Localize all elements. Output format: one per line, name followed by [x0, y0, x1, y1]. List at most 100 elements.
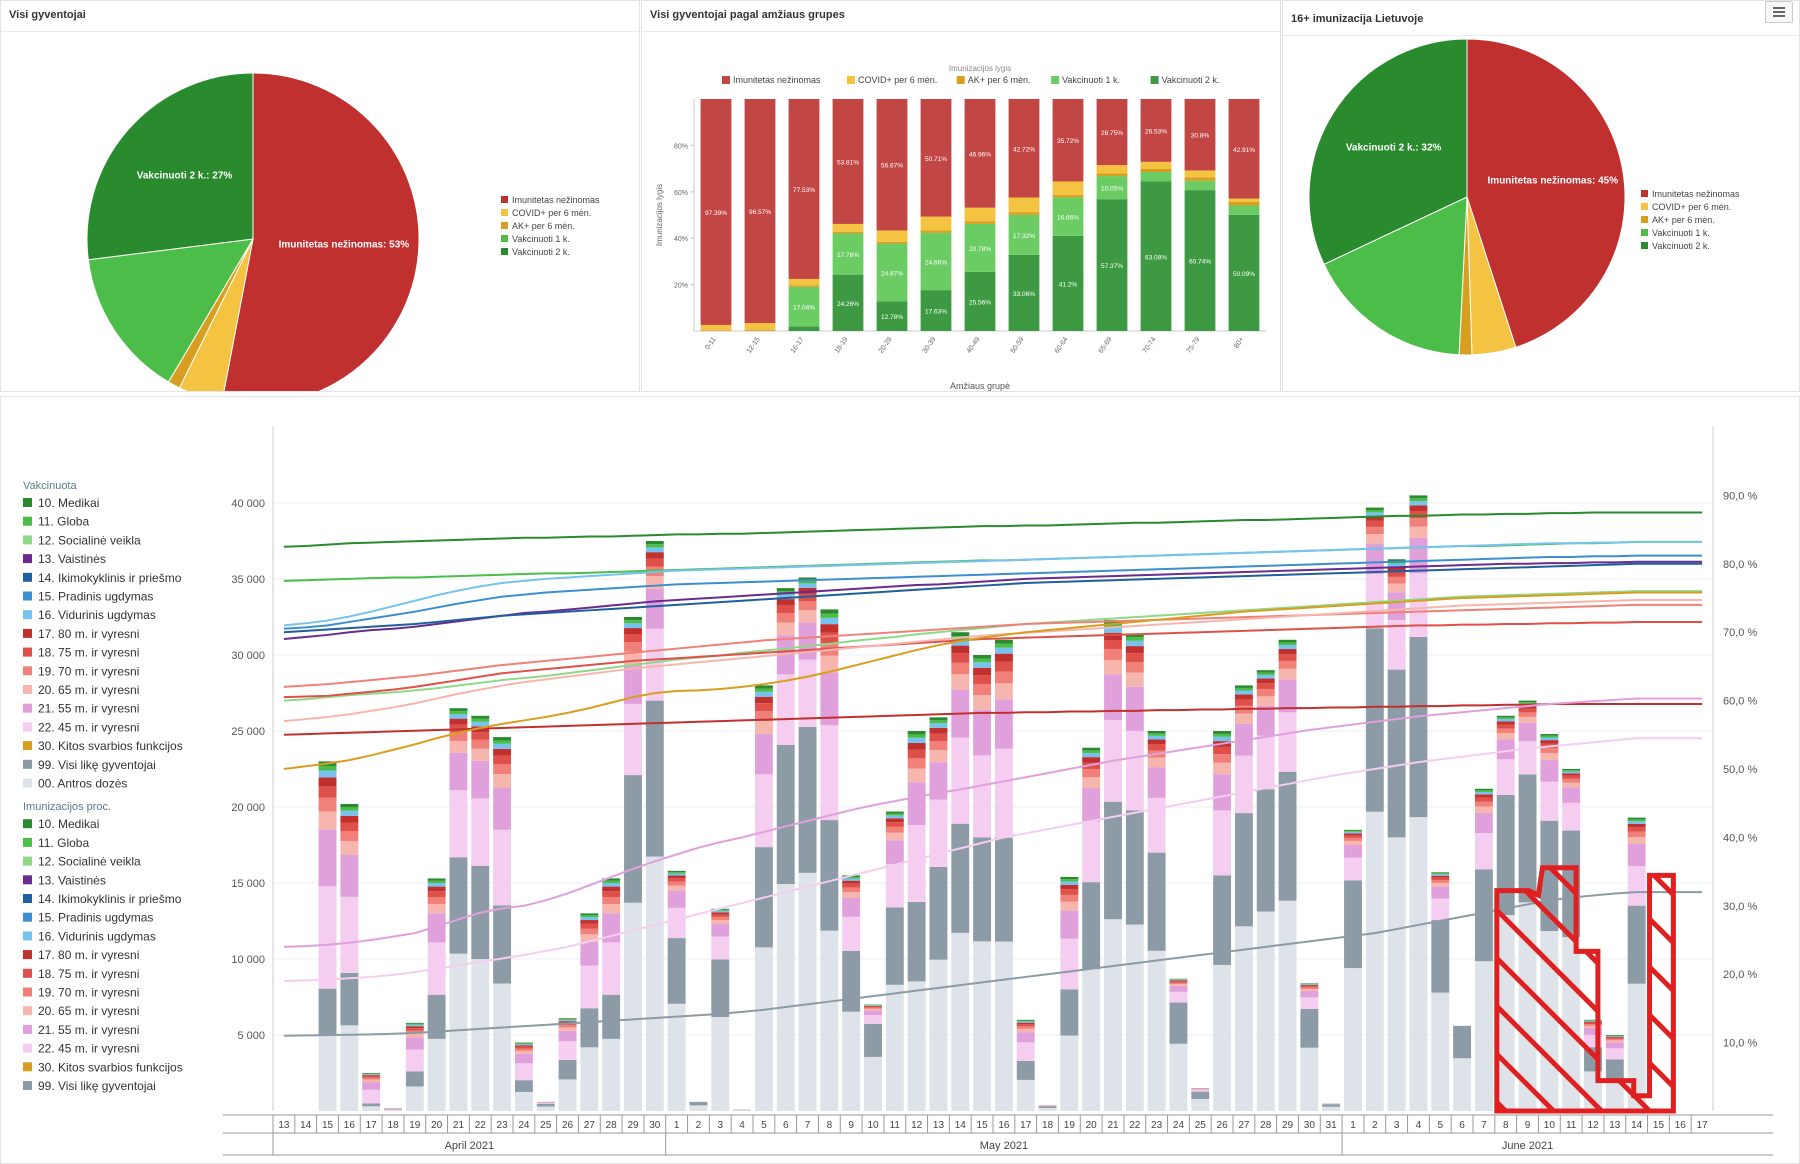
- day-41-seg-g0[interactable]: [1169, 991, 1188, 1003]
- day-7-seg-g7[interactable]: [427, 880, 446, 884]
- day-60-seg-g4[interactable]: [1584, 1022, 1602, 1025]
- day-49-seg-g0[interactable]: [1344, 857, 1362, 881]
- day-60-seg-g2[interactable]: [1584, 1025, 1602, 1029]
- legend1-item-13[interactable]: 30. Kitos svarbios funkcijos: [38, 739, 183, 753]
- day-6-seg-g4[interactable]: [405, 1028, 424, 1031]
- legend2-item-1[interactable]: 11. Globa: [38, 836, 89, 850]
- day-61-seg-g3[interactable]: [1605, 1038, 1624, 1041]
- day-27-seg-g5[interactable]: [864, 1005, 882, 1007]
- day-42-seg-g1[interactable]: [1191, 1089, 1210, 1091]
- day-29-seg-g7[interactable]: [907, 734, 926, 738]
- day-26-seg-g3[interactable]: [842, 887, 861, 892]
- day-18-seg-g5[interactable]: [667, 875, 686, 879]
- day-39-seg-g5[interactable]: [1125, 646, 1144, 654]
- day-20-seg-g2[interactable]: [711, 919, 730, 925]
- day-36-seg-second-doses[interactable]: [1060, 1035, 1079, 1111]
- day-42-seg-g0[interactable]: [1191, 1090, 1210, 1092]
- day-43-seg-g3[interactable]: [1213, 754, 1232, 763]
- day-2-seg-g5[interactable]: [318, 777, 337, 787]
- day-18-seg-g6[interactable]: [667, 873, 686, 876]
- day-29-seg-rest[interactable]: [907, 902, 926, 982]
- day-58-seg-rest[interactable]: [1540, 820, 1559, 932]
- day-10-seg-g3[interactable]: [493, 764, 512, 775]
- day-59-seg-g2[interactable]: [1562, 782, 1581, 788]
- day-57-seg-g7[interactable]: [1518, 702, 1537, 704]
- day-62-seg-g7[interactable]: [1627, 819, 1646, 822]
- day-10-seg-g4[interactable]: [493, 755, 512, 765]
- day-44-seg-g4[interactable]: [1234, 699, 1253, 706]
- day-33-seg-g1[interactable]: [994, 699, 1013, 749]
- day-23-seg-g0[interactable]: [776, 674, 795, 745]
- day-50-seg-g3[interactable]: [1365, 526, 1384, 535]
- day-60-seg-g1[interactable]: [1584, 1028, 1602, 1035]
- day-37-seg-second-doses[interactable]: [1082, 969, 1101, 1111]
- day-60-seg-g5[interactable]: [1584, 1021, 1602, 1023]
- day-40-seg-g5[interactable]: [1147, 739, 1166, 745]
- line-5[interactable]: [283, 554, 1703, 630]
- legend1-item-12[interactable]: 22. 45 m. ir vyresni: [38, 720, 139, 734]
- day-43-seg-second-doses[interactable]: [1213, 964, 1232, 1111]
- day-51-seg-rest[interactable]: [1387, 669, 1406, 838]
- day-20-seg-g4[interactable]: [711, 914, 730, 917]
- day-48-seg-rest[interactable]: [1322, 1104, 1341, 1107]
- day-39-seg-g2[interactable]: [1125, 672, 1144, 687]
- day-20-seg-g5[interactable]: [711, 912, 730, 915]
- day-49-seg-second-doses[interactable]: [1344, 968, 1362, 1111]
- day-31-seg-g0[interactable]: [951, 737, 970, 824]
- day-8-seg-g1[interactable]: [449, 752, 468, 791]
- day-32-seg-g5[interactable]: [973, 667, 992, 676]
- day-14-seg-g3[interactable]: [580, 928, 599, 935]
- bar-1-seg-4[interactable]: [744, 99, 776, 324]
- day-42-seg-second-doses[interactable]: [1191, 1098, 1210, 1111]
- day-31-seg-g6[interactable]: [951, 639, 970, 646]
- day-13-seg-g0[interactable]: [558, 1041, 577, 1061]
- day-8-seg-g2[interactable]: [449, 740, 468, 753]
- day-30-seg-g6[interactable]: [929, 723, 948, 728]
- day-16-seg-g3[interactable]: [624, 642, 642, 652]
- day-56-seg-g6[interactable]: [1496, 718, 1515, 722]
- day-30-seg-g7[interactable]: [929, 720, 948, 724]
- line-3[interactable]: [283, 560, 1703, 641]
- day-47-seg-g2[interactable]: [1300, 988, 1319, 991]
- day-2-seg-g7[interactable]: [318, 765, 337, 771]
- bar-2-seg-4[interactable]: [788, 99, 820, 279]
- day-31-seg-g3[interactable]: [951, 662, 970, 675]
- day-17-seg-g4[interactable]: [645, 558, 664, 567]
- day-28-seg-g5[interactable]: [885, 818, 904, 823]
- day-52-seg-g6[interactable]: [1409, 501, 1428, 506]
- bar-6-seg-4[interactable]: [964, 99, 996, 208]
- day-27-seg-g4[interactable]: [864, 1006, 882, 1008]
- day-17-seg-g8[interactable]: [645, 541, 664, 545]
- day-30-seg-g2[interactable]: [929, 750, 948, 763]
- day-18-seg-g8[interactable]: [667, 870, 686, 873]
- day-23-seg-g2[interactable]: [776, 622, 795, 636]
- day-41-seg-g4[interactable]: [1169, 981, 1188, 983]
- day-49-seg-g5[interactable]: [1344, 833, 1362, 836]
- day-37-seg-g5[interactable]: [1082, 757, 1101, 763]
- day-49-seg-rest[interactable]: [1344, 880, 1362, 969]
- legend2-item-11[interactable]: 21. 55 m. ir vyresni: [38, 1023, 139, 1037]
- day-27-seg-g0[interactable]: [864, 1015, 882, 1024]
- day-10-seg-g7[interactable]: [493, 740, 512, 744]
- day-43-seg-g8[interactable]: [1213, 731, 1232, 734]
- day-33-seg-g7[interactable]: [994, 643, 1013, 648]
- day-15-seg-g6[interactable]: [602, 883, 621, 887]
- day-20-seg-g6[interactable]: [711, 910, 730, 913]
- day-31-seg-second-doses[interactable]: [951, 932, 970, 1111]
- legend2-item-5[interactable]: 15. Pradinis ugdymas: [38, 911, 153, 925]
- day-33-seg-g5[interactable]: [994, 653, 1013, 662]
- day-50-seg-g1[interactable]: [1365, 543, 1384, 574]
- day-52-seg-g5[interactable]: [1409, 505, 1428, 511]
- day-36-seg-g5[interactable]: [1060, 884, 1079, 890]
- day-53-seg-g7[interactable]: [1431, 873, 1450, 875]
- day-30-seg-g4[interactable]: [929, 733, 948, 742]
- bar-9-seg-4[interactable]: [1096, 99, 1128, 166]
- day-29-seg-g0[interactable]: [907, 825, 926, 902]
- day-16-seg-g7[interactable]: [624, 620, 642, 624]
- day-55-seg-second-doses[interactable]: [1474, 961, 1493, 1111]
- day-45-seg-g8[interactable]: [1256, 670, 1275, 673]
- day-10-seg-g8[interactable]: [493, 737, 512, 741]
- day-60-seg-g3[interactable]: [1584, 1024, 1602, 1026]
- day-9-seg-g1[interactable]: [471, 760, 490, 799]
- day-20-seg-rest[interactable]: [711, 959, 730, 1017]
